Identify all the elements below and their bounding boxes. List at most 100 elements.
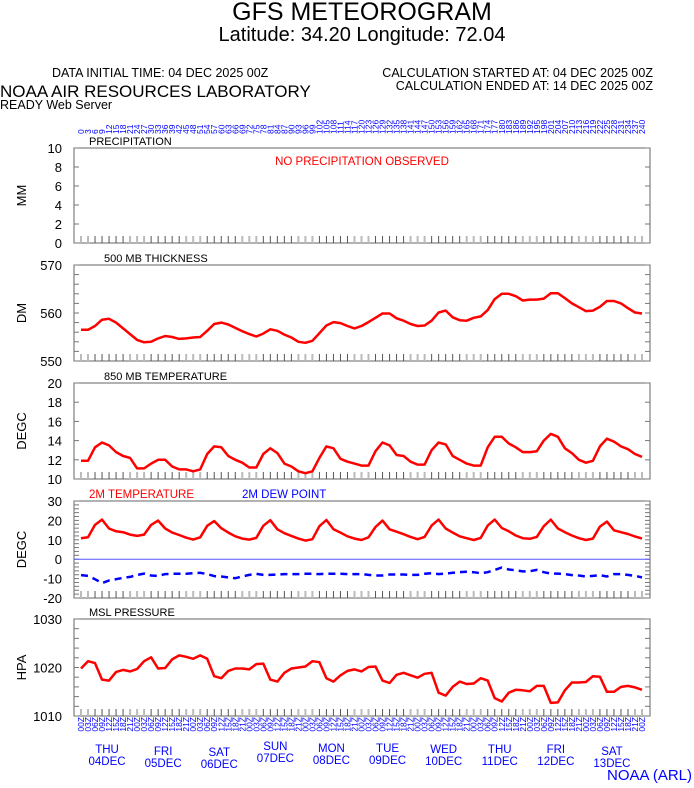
forecast-hour-label: 63: [223, 124, 233, 134]
utc-hour-label: 12Z: [216, 717, 226, 732]
forecast-hour-label: 228: [609, 120, 619, 134]
utc-hour-label: 06Z: [314, 717, 324, 732]
forecast-hour-label: 84: [272, 124, 282, 134]
forecast-hour-label: 129: [378, 120, 388, 134]
utc-hour-label: 12Z: [272, 717, 282, 732]
y-tick-label: 10: [48, 141, 62, 156]
utc-hour-label: 12Z: [328, 717, 338, 732]
utc-hour-label: 03Z: [532, 717, 542, 732]
y-tick-label: 6: [55, 179, 62, 194]
forecast-hour-label: 204: [553, 120, 563, 134]
forecast-hour-label: 72: [244, 124, 254, 134]
y-tick-label: 14: [48, 434, 62, 449]
forecast-hour-label: 174: [483, 120, 493, 134]
calculation-ended: CALCULATION ENDED AT: 14 DEC 2025 00Z: [395, 79, 653, 93]
forecast-hour-label: 12: [104, 124, 114, 134]
panel-2: 10 12 14 16 18 20 DEGC 850 MB TEMPERATURE: [14, 371, 651, 487]
forecast-hour-label: 219: [588, 120, 598, 134]
utc-hour-label: 18Z: [399, 717, 409, 732]
y-tick-label: 0: [55, 552, 62, 567]
utc-hour-label: 21Z: [181, 717, 191, 732]
day-label: SAT: [208, 747, 230, 759]
utc-hour-label: 12Z: [609, 717, 619, 732]
y-tick-label: 10: [48, 472, 62, 487]
utc-hour-label: 18Z: [286, 717, 296, 732]
utc-hour-label: 21Z: [349, 717, 359, 732]
utc-hour-label: 00Z: [581, 717, 591, 732]
utc-hour-label: 09Z: [97, 717, 107, 732]
forecast-hour-label: 213: [574, 120, 584, 134]
forecast-hour-label: 18: [118, 124, 128, 134]
forecast-hour-label: 168: [469, 120, 479, 134]
forecast-hour-label: 141: [406, 120, 416, 134]
forecast-hour-label: 42: [174, 124, 184, 134]
date-label: 12DEC: [537, 756, 574, 768]
forecast-hour-label: 123: [364, 120, 374, 134]
forecast-hour-label: 96: [300, 124, 310, 134]
forecast-hour-label: 120: [357, 120, 367, 134]
panel-title: 850 MB TEMPERATURE: [104, 371, 227, 383]
day-label: SAT: [601, 746, 623, 758]
date-label: 11DEC: [482, 756, 518, 768]
utc-hour-label: 06Z: [146, 717, 156, 732]
utc-hour-label: 12Z: [553, 717, 563, 732]
forecast-hour-label: 102: [314, 120, 324, 134]
forecast-hour-label: 135: [392, 120, 402, 134]
panel-4: 1010 1020 1030 HPA MSL PRESSURE: [14, 607, 651, 724]
forecast-hour-label: 240: [637, 120, 647, 134]
forecast-hour-label: 117: [349, 120, 359, 134]
y-tick-label: 1020: [33, 661, 62, 676]
utc-hour-label: 00Z: [76, 717, 86, 732]
forecast-hour-label: 225: [602, 120, 612, 134]
y-tick-label: 20: [48, 376, 62, 391]
panel-title: PRECIPITATION: [89, 136, 172, 148]
utc-hour-label: 15Z: [279, 717, 289, 732]
organization-name: NOAA AIR RESOURCES LABORATORY: [0, 82, 311, 101]
utc-hour-label: 06Z: [595, 717, 605, 732]
forecast-hour-label: 66: [230, 124, 240, 134]
day-label: SUN: [263, 741, 287, 753]
utc-hour-label: 21Z: [574, 717, 584, 732]
utc-hour-label: 00Z: [469, 717, 479, 732]
location-subtitle: Latitude: 34.20 Longitude: 72.04: [218, 24, 506, 46]
temperature-2m-line: [80, 518, 643, 542]
utc-hour-label: 09Z: [153, 717, 163, 732]
forecast-hour-label: 75: [251, 124, 261, 134]
forecast-hour-label: 201: [546, 120, 556, 134]
utc-hour-label: 15Z: [448, 717, 458, 732]
y-tick-label: 550: [40, 354, 62, 369]
y-tick-label: 18: [48, 395, 62, 410]
utc-hour-label: 15Z: [167, 717, 177, 732]
forecast-hour-label: 156: [441, 120, 451, 134]
forecast-hour-label: 180: [497, 120, 507, 134]
y-tick-label: 10: [48, 533, 62, 548]
forecast-hour-label: 57: [209, 124, 219, 134]
forecast-hour-label: 81: [265, 124, 275, 134]
utc-hour-label: 18Z: [118, 717, 128, 732]
chart-title: GFS METEOROGRAM: [232, 0, 492, 26]
utc-hour-label: 06Z: [258, 717, 268, 732]
utc-hour-label: 06Z: [483, 717, 493, 732]
utc-hour-label: 15Z: [560, 717, 570, 732]
utc-hour-label: 18Z: [455, 717, 465, 732]
utc-hour-label: 18Z: [623, 717, 633, 732]
forecast-hour-label: 69: [237, 124, 247, 134]
utc-hour-label: 00Z: [244, 717, 254, 732]
y-tick-label: 12: [48, 453, 62, 468]
date-label: 08DEC: [313, 755, 350, 767]
y-axis-label: DM: [14, 303, 29, 323]
panel-frame: [73, 264, 651, 362]
utc-hour-label: 09Z: [602, 717, 612, 732]
dew-point-2m-line: [80, 566, 643, 585]
utc-hour-label: 00Z: [637, 717, 647, 732]
y-tick-label: 2: [55, 217, 62, 232]
utc-hour-label: 03Z: [83, 717, 93, 732]
y-tick-label: -20: [43, 591, 62, 606]
date-label: 09DEC: [369, 755, 406, 767]
utc-hour-label: 21Z: [237, 717, 247, 732]
utc-hour-label: 06Z: [539, 717, 549, 732]
y-axis-label: HPA: [14, 654, 29, 680]
forecast-hour-label: 150: [427, 120, 437, 134]
utc-hour-label: 03Z: [420, 717, 430, 732]
